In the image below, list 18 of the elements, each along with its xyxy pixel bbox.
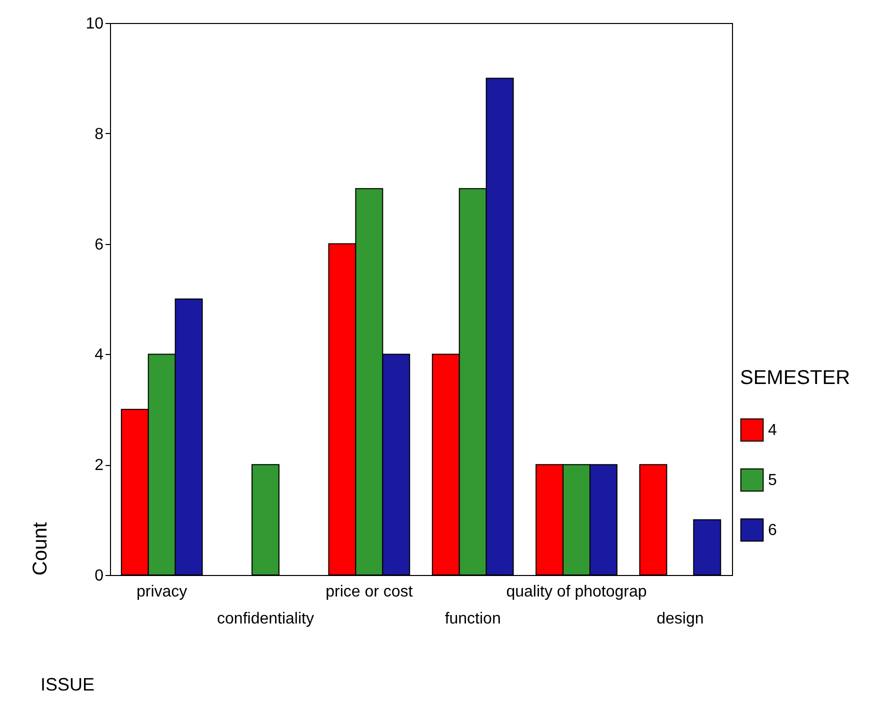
x-tick-label: quality of photograp: [506, 584, 647, 600]
legend-label: 5: [768, 472, 777, 489]
x-tick-label: function: [444, 610, 501, 628]
x-tick-label: design: [656, 610, 704, 628]
y-tick-label: 0: [94, 568, 104, 584]
y-tick-label: 6: [94, 236, 104, 254]
y-tick-label: 8: [94, 126, 104, 143]
y-tick-label: 10: [86, 16, 104, 32]
y-tick-label: 2: [94, 457, 104, 474]
y-tick-label: 4: [94, 346, 104, 364]
legend-label: 6: [768, 522, 777, 539]
legend-label: 4: [768, 422, 777, 439]
y-axis-title: Count: [30, 522, 52, 576]
legend-title: SEMESTER: [740, 367, 850, 389]
x-tick-label: privacy: [136, 584, 188, 600]
x-axis-title: ISSUE: [40, 674, 95, 694]
x-tick-label: price or cost: [326, 584, 414, 600]
x-tick-label: confidentiality: [217, 610, 314, 628]
